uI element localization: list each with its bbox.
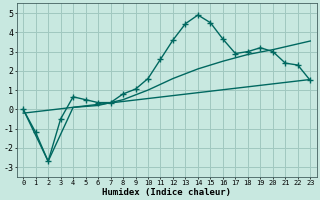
X-axis label: Humidex (Indice chaleur): Humidex (Indice chaleur) xyxy=(102,188,231,197)
